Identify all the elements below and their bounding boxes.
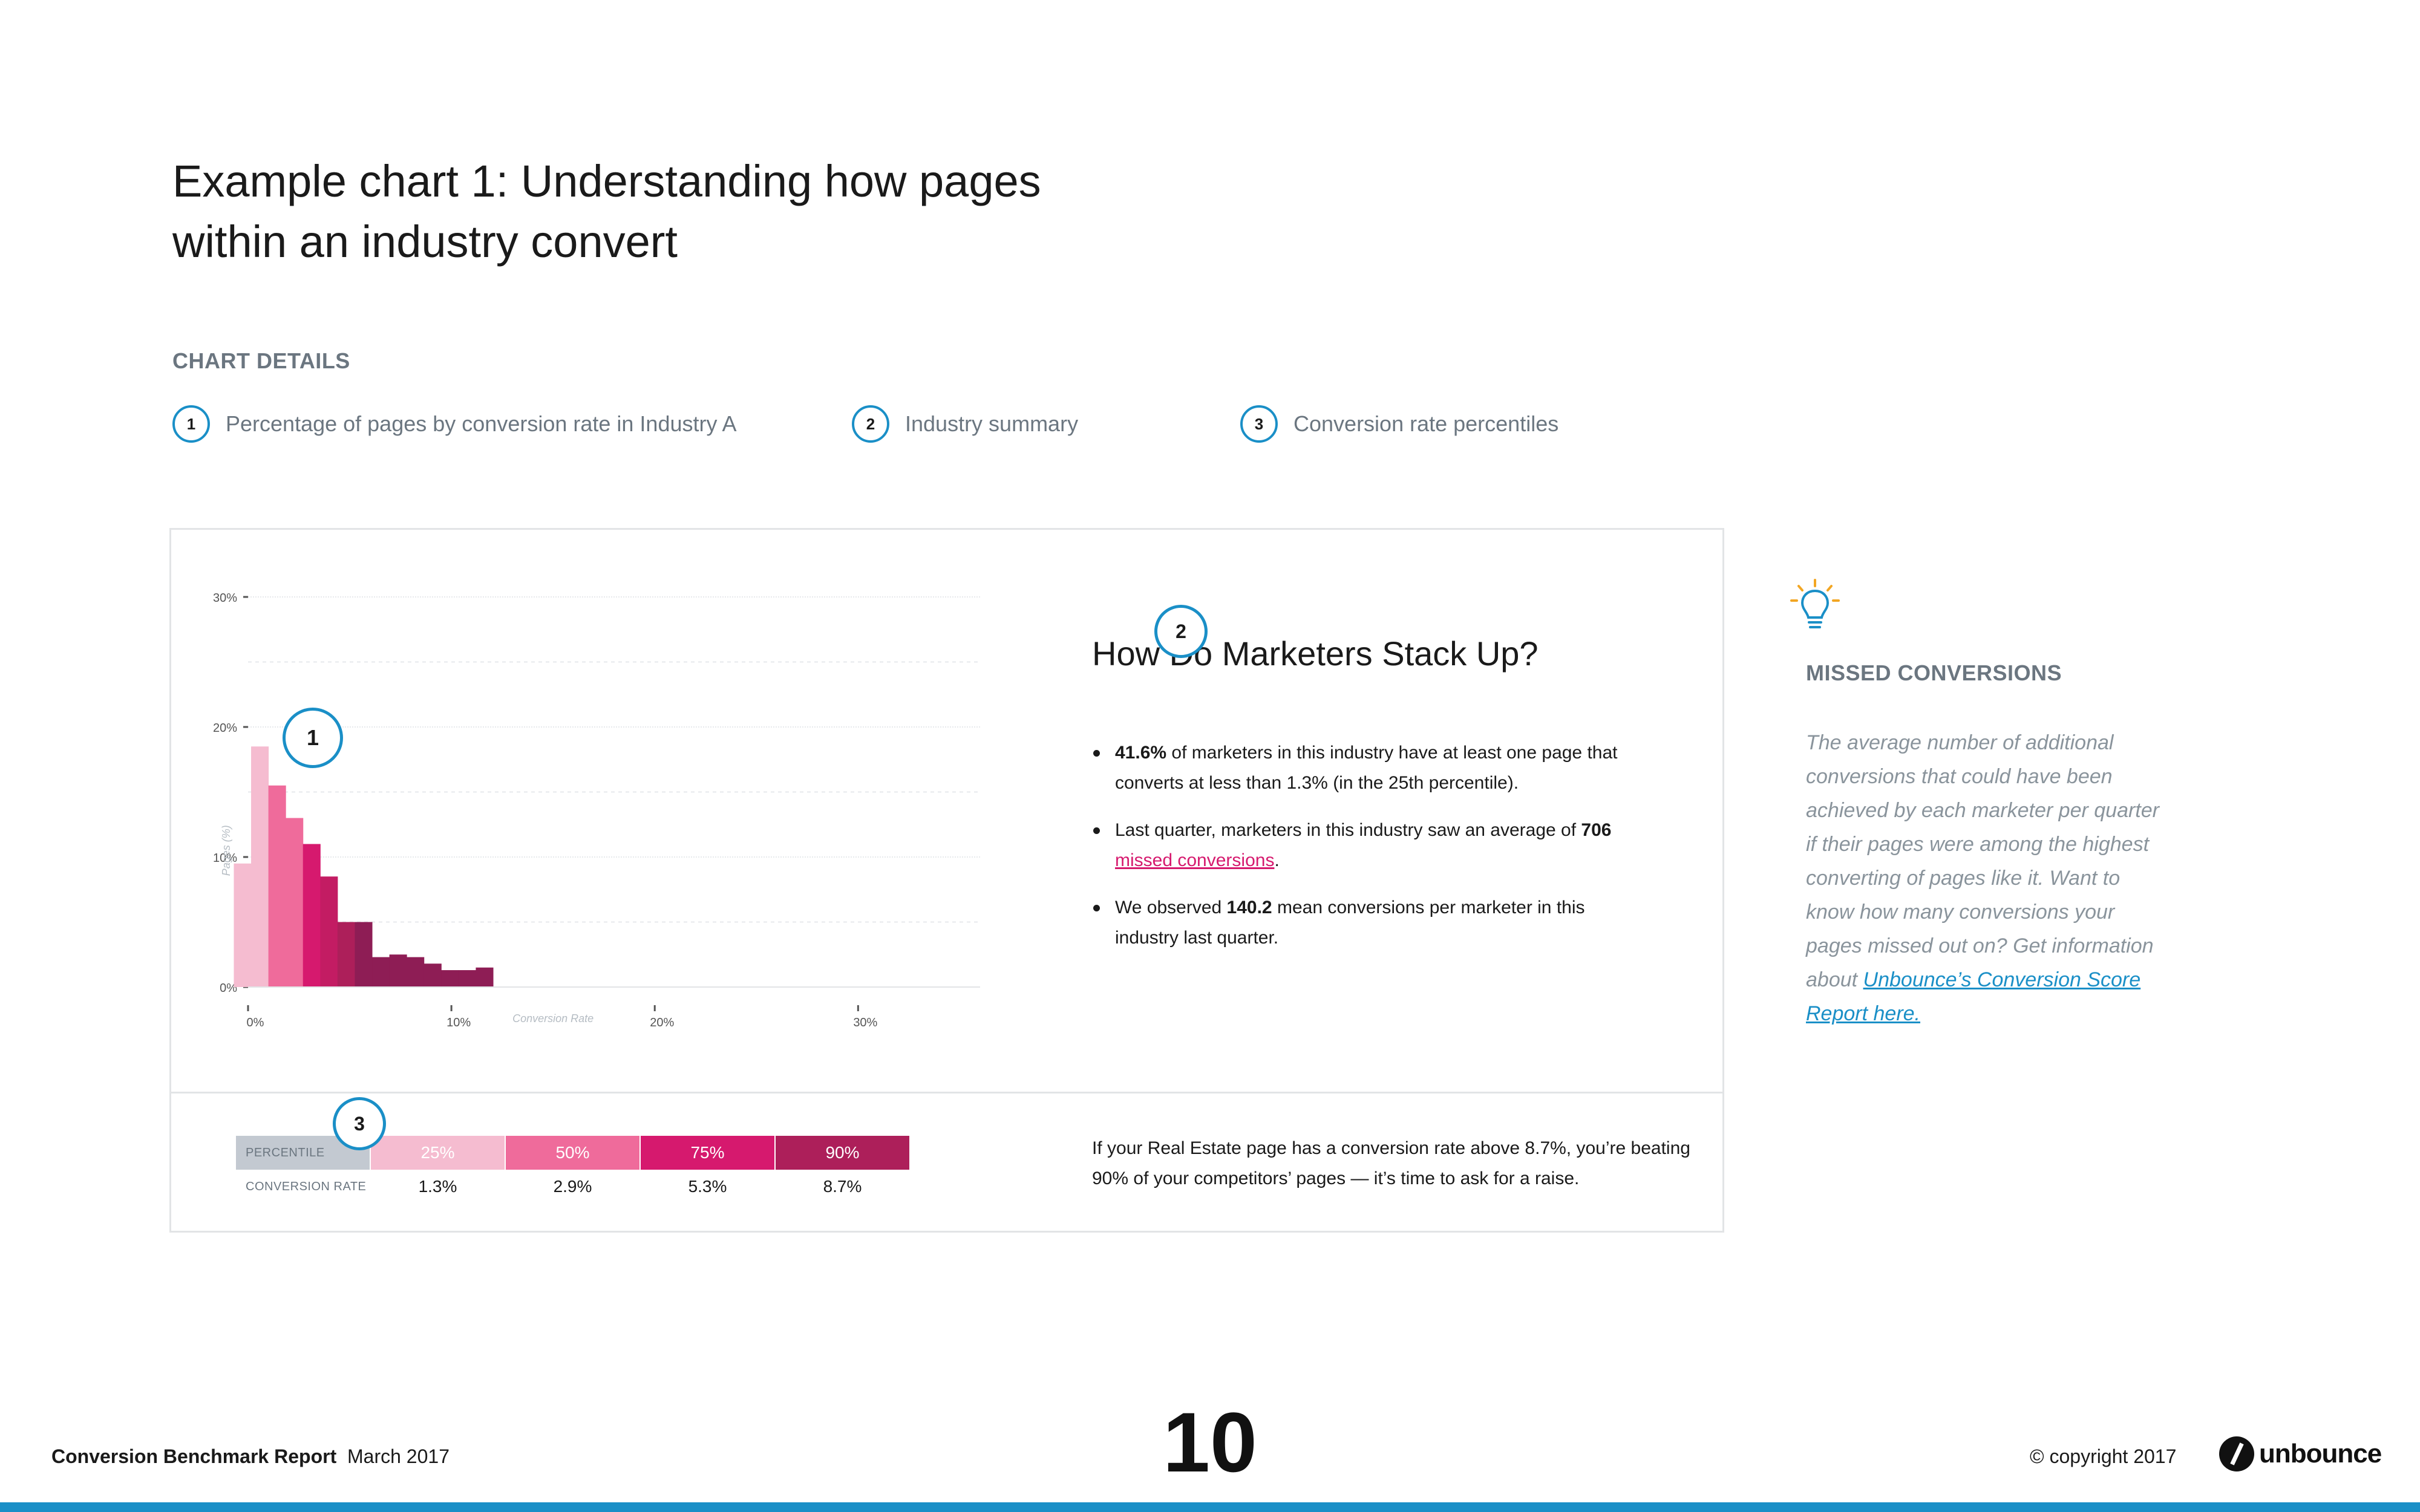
histogram-bar	[251, 746, 269, 987]
rate-25: 1.3%	[418, 1177, 457, 1196]
histogram-bar	[441, 970, 459, 987]
unbounce-logo-icon	[2219, 1436, 2254, 1471]
y-tick-label: 30%	[213, 591, 237, 605]
panel-divider	[169, 1092, 1724, 1093]
x-tick-label: 20%	[650, 1016, 674, 1029]
conversion-score-report-link[interactable]: Unbounce’s Conversion Score Report here.	[1806, 968, 2141, 1025]
x-axis-title: Conversion Rate	[512, 1012, 594, 1025]
chart-panel	[169, 528, 1724, 1233]
y-tick-label: 20%	[213, 722, 237, 735]
percentile-table: PERCENTILE 25% 50% 75% 90% CONVERSION RA…	[236, 1136, 911, 1204]
chart-detail-3: 3 Conversion rate percentiles	[1240, 404, 1558, 444]
y-axis-title: Pages (%)	[220, 825, 232, 876]
unbounce-logo: unbounce	[2219, 1436, 2382, 1471]
histogram-bar	[476, 967, 494, 987]
lightbulb-icon	[1790, 579, 1840, 628]
number-badge-3: 3	[1240, 405, 1278, 443]
y-tick-label: 10%	[213, 852, 237, 865]
chart-details-heading: CHART DETAILS	[172, 348, 350, 373]
chart-detail-2: 2 Industry summary	[852, 404, 1078, 444]
rate-90: 8.7%	[823, 1177, 862, 1196]
chart-detail-3-label: Conversion rate percentiles	[1293, 411, 1559, 436]
conversion-rate-row: CONVERSION RATE 1.3% 2.9% 5.3% 8.7%	[236, 1170, 911, 1204]
percentile-summary-text: If your Real Estate page has a conversio…	[1092, 1138, 1690, 1188]
callout-2: 2	[1154, 605, 1208, 658]
copyright-text: © copyright 2017	[2030, 1445, 2177, 1467]
missed-conversions-text: The average number of additional convers…	[1806, 731, 2159, 1025]
histogram-bar	[320, 876, 338, 987]
percentile-50: 50%	[506, 1136, 639, 1170]
histogram-bar	[234, 863, 252, 987]
chart-detail-1: 1 Percentage of pages by conversion rate…	[172, 404, 737, 444]
summary-bullet-2: Last quarter, marketers in this industry…	[1092, 815, 1637, 876]
footer-report-info: Conversion Benchmark Report March 2017	[51, 1445, 450, 1468]
page-title: Example chart 1: Understanding how pages…	[172, 156, 1041, 267]
histogram-bar	[458, 970, 476, 987]
percentile-row: PERCENTILE 25% 50% 75% 90%	[236, 1136, 911, 1170]
summary-bullet-1: 41.6% of marketers in this industry have…	[1092, 738, 1637, 798]
histogram-bar	[389, 954, 407, 987]
histogram-bar	[302, 844, 321, 987]
rate-50: 2.9%	[553, 1177, 592, 1196]
number-badge-1: 1	[172, 405, 210, 443]
x-tick-label: 0%	[247, 1016, 264, 1029]
rate-75: 5.3%	[688, 1177, 727, 1196]
page-number: 10	[1163, 1395, 1257, 1490]
callout-1: 1	[283, 708, 343, 768]
unbounce-logo-text: unbounce	[2259, 1439, 2382, 1468]
percentile-25: 25%	[371, 1136, 505, 1170]
histogram-bar	[407, 957, 425, 987]
missed-conversions-link[interactable]: missed conversions	[1115, 850, 1275, 870]
percentile-90: 90%	[776, 1136, 909, 1170]
bottom-accent-bar	[0, 1502, 2420, 1512]
histogram-bar	[424, 963, 442, 987]
callout-3: 3	[333, 1097, 386, 1150]
summary-bullet-3: We observed 140.2 mean conversions per m…	[1092, 893, 1637, 953]
histogram-bar	[337, 922, 355, 987]
chart-detail-1-label: Percentage of pages by conversion rate i…	[226, 411, 737, 436]
summary-list: 41.6% of marketers in this industry have…	[1092, 738, 1637, 970]
report-date: March 2017	[347, 1445, 450, 1467]
histogram-bar	[372, 957, 390, 987]
histogram-bar	[355, 922, 373, 987]
number-badge-2: 2	[852, 405, 889, 443]
report-title: Conversion Benchmark Report	[51, 1445, 337, 1467]
conversion-rate-label: CONVERSION RATE	[246, 1179, 367, 1193]
chart-detail-2-label: Industry summary	[905, 411, 1079, 436]
x-tick-label: 30%	[853, 1016, 877, 1029]
y-tick-label: 0%	[220, 982, 237, 995]
histogram-bar	[268, 785, 286, 987]
histogram-bar	[286, 818, 304, 987]
missed-conversions-heading: MISSED CONVERSIONS	[1806, 660, 2062, 685]
conversion-histogram: 0% 10% 20% 30% 0% 10% 20% 30% Conversion Rate Pag…	[213, 591, 980, 1029]
x-tick-label: 10%	[446, 1016, 471, 1029]
percentile-75: 75%	[641, 1136, 774, 1170]
